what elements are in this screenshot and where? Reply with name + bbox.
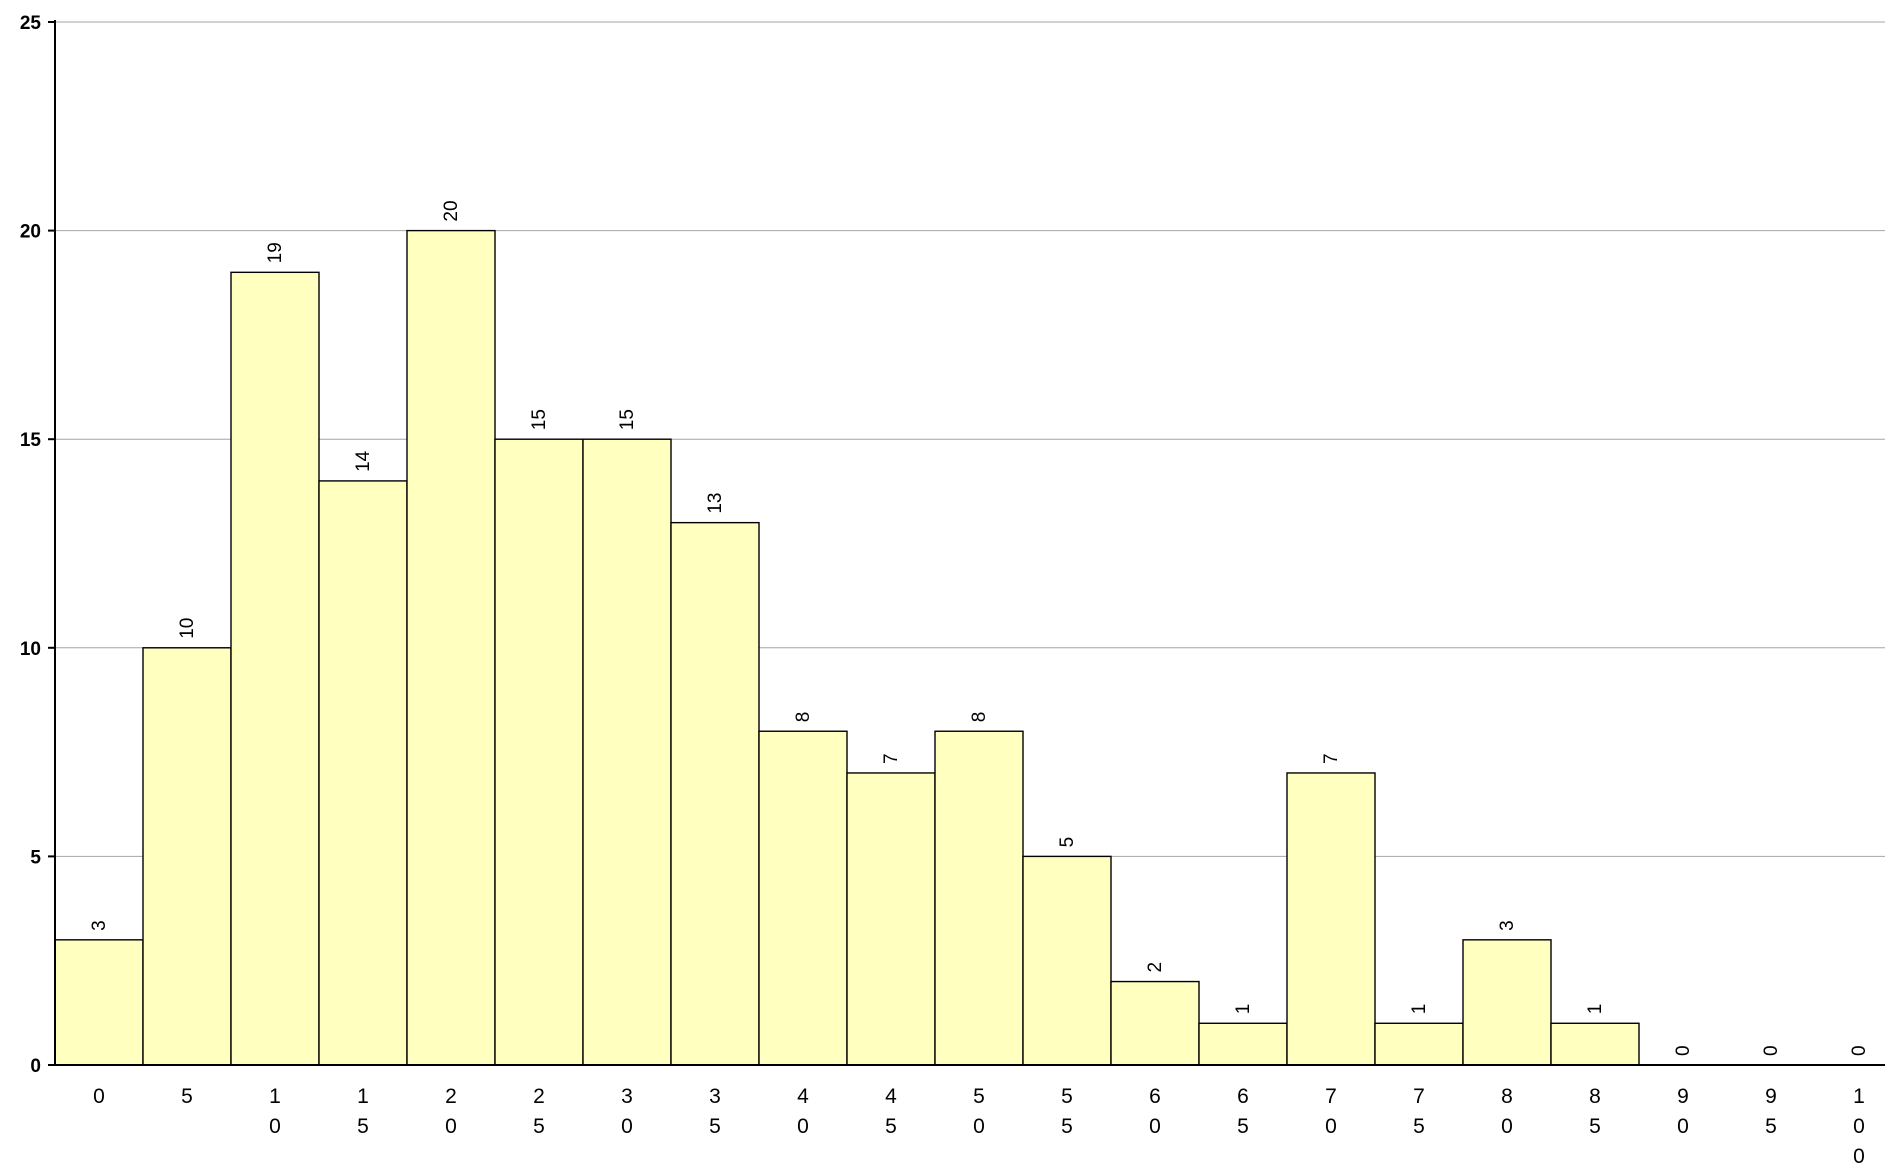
y-tick-label: 25 [20, 13, 42, 34]
bar [846, 772, 936, 1066]
data-label: 2 [1145, 962, 1166, 973]
bar [1550, 1022, 1640, 1066]
data-label: 8 [969, 712, 990, 723]
data-label: 1 [1233, 1004, 1254, 1015]
data-label: 3 [89, 920, 110, 931]
y-tick-labels: 0 5 10 15 20 25 [20, 13, 42, 1077]
data-label: 8 [793, 712, 814, 723]
data-label: 19 [265, 242, 286, 263]
bar [1198, 1022, 1288, 1066]
bar [1462, 939, 1552, 1066]
bar [670, 521, 760, 1066]
bar [494, 438, 584, 1066]
x-tick-label: 0 [93, 1085, 105, 1108]
y-tick-label: 20 [20, 222, 41, 243]
data-label: 10 [177, 618, 198, 639]
data-label: 15 [529, 409, 550, 430]
data-label: 0 [1849, 1045, 1870, 1056]
bar [1286, 772, 1376, 1066]
data-label: 20 [441, 200, 462, 221]
y-tick-label: 10 [20, 639, 41, 660]
bar [1110, 980, 1200, 1066]
y-tick-label: 5 [30, 847, 41, 868]
bars [54, 229, 1640, 1066]
data-label: 15 [617, 409, 638, 430]
bar [1374, 1022, 1464, 1066]
data-label: 1 [1409, 1004, 1430, 1015]
axes [48, 20, 1885, 1066]
data-label: 1 [1585, 1004, 1606, 1015]
bar [230, 271, 320, 1066]
x-tick-labels: 0 5 1 0 1 5 2 0 2 5 3 0 3 5 4 0 4 5 5 0 5 5 6 0 6 5 7 0 7 5 8 0 8 5 9 0 9 5 1 0… [93, 1085, 1865, 1164]
bar [142, 647, 232, 1066]
bar [54, 939, 144, 1066]
data-label: 7 [881, 753, 902, 764]
y-tick-label: 15 [20, 430, 42, 451]
bar [1022, 855, 1112, 1066]
data-label: 13 [705, 492, 726, 513]
bar [406, 229, 496, 1066]
data-label: 0 [1673, 1045, 1694, 1056]
data-label: 5 [1057, 837, 1078, 848]
data-label: 3 [1497, 920, 1518, 931]
bar [582, 438, 672, 1066]
y-tick-label: 0 [30, 1056, 41, 1077]
data-label: 0 [1761, 1045, 1782, 1056]
bar [934, 730, 1024, 1066]
bar [318, 480, 408, 1066]
bar [758, 730, 848, 1066]
data-label: 14 [353, 450, 374, 472]
x-tick-label: 5 [181, 1085, 193, 1108]
data-label: 7 [1321, 753, 1342, 764]
